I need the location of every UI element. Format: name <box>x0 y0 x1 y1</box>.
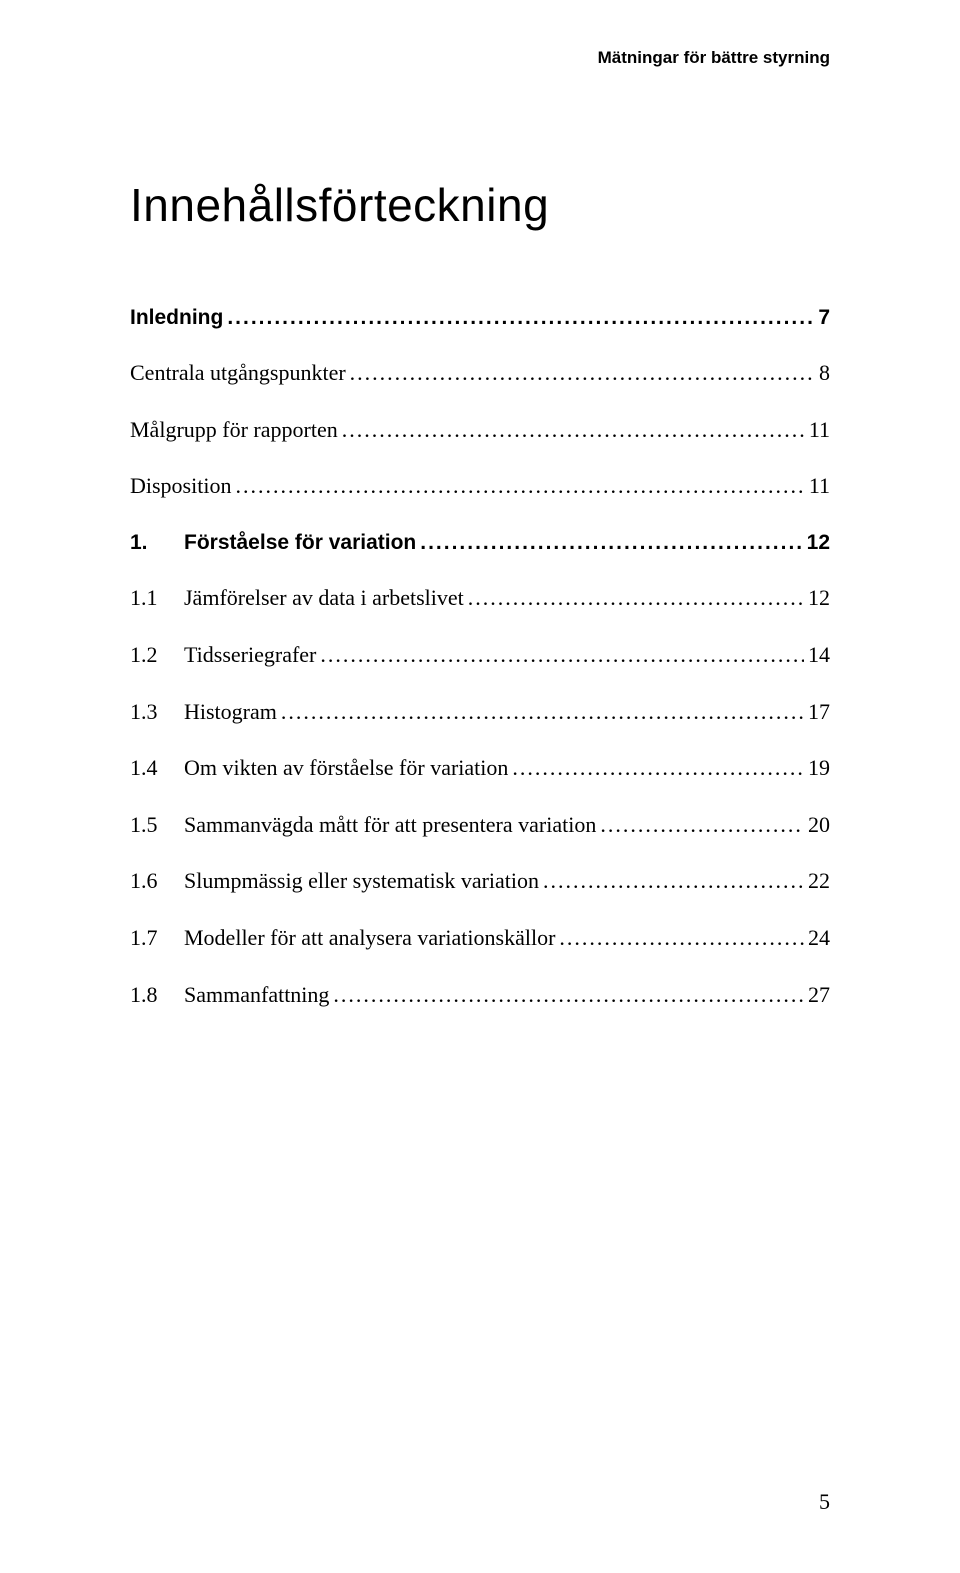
toc-entry: 1.3Histogram 17 <box>130 698 830 727</box>
toc-entry-page: 19 <box>808 754 830 783</box>
toc-entry-number: 1.5 <box>130 811 184 840</box>
toc-entry-number: 1.2 <box>130 641 184 670</box>
toc-entry-label: Histogram <box>184 698 277 727</box>
toc-entry-number: 1.7 <box>130 924 184 953</box>
toc-entry-number: 1.4 <box>130 754 184 783</box>
toc-entry: Disposition 11 <box>130 472 830 501</box>
toc-entry-page: 8 <box>819 359 830 388</box>
page-number: 5 <box>819 1489 830 1515</box>
toc-leader-dots <box>420 529 802 556</box>
toc-leader-dots <box>559 924 804 953</box>
toc-entry-label: Slumpmässig eller systematisk variation <box>184 867 539 896</box>
toc-leader-dots <box>350 359 815 388</box>
toc-entry-number: 1.3 <box>130 698 184 727</box>
toc-entry-page: 17 <box>808 698 830 727</box>
toc-leader-dots <box>227 304 814 331</box>
toc-entry-label: Tidsseriegrafer <box>184 641 316 670</box>
toc-entry: 1.6Slumpmässig eller systematisk variati… <box>130 867 830 896</box>
toc-entry-label: Målgrupp för rapporten <box>130 416 338 445</box>
toc-entry-page: 12 <box>808 584 830 613</box>
toc-entry-number: 1.6 <box>130 867 184 896</box>
table-of-contents: Inledning 7 Centrala utgångspunkter 8 Målgru… <box>130 304 830 1009</box>
toc-entry-page: 7 <box>818 304 830 331</box>
toc-entry: Inledning 7 <box>130 304 830 331</box>
toc-leader-dots <box>235 472 804 501</box>
toc-entry-page: 14 <box>808 641 830 670</box>
toc-leader-dots <box>281 698 804 727</box>
toc-entry: Målgrupp för rapporten 11 <box>130 416 830 445</box>
toc-entry-label: Sammanfattning <box>184 981 329 1010</box>
toc-entry-page: 11 <box>809 472 830 501</box>
toc-entry-number: 1.1 <box>130 584 184 613</box>
toc-entry-label: Disposition <box>130 472 231 501</box>
toc-entry-label: Om vikten av förståelse för variation <box>184 754 508 783</box>
toc-entry: 1.8Sammanfattning 27 <box>130 981 830 1010</box>
toc-leader-dots <box>468 584 804 613</box>
toc-entry-label: Centrala utgångspunkter <box>130 359 346 388</box>
toc-entry-page: 12 <box>807 529 830 556</box>
running-title: Mätningar för bättre styrning <box>598 48 830 68</box>
toc-entry-label: Modeller för att analysera variationskäl… <box>184 924 555 953</box>
page-title: Innehållsförteckning <box>130 178 830 232</box>
toc-entry-page: 22 <box>808 867 830 896</box>
toc-entry-number: 1. <box>130 529 184 556</box>
toc-entry-page: 20 <box>808 811 830 840</box>
toc-entry: 1.5Sammanvägda mått för att presentera v… <box>130 811 830 840</box>
toc-leader-dots <box>600 811 804 840</box>
toc-leader-dots <box>512 754 804 783</box>
toc-entry: 1.4Om vikten av förståelse för variation… <box>130 754 830 783</box>
toc-entry-page: 27 <box>808 981 830 1010</box>
toc-entry-page: 11 <box>809 416 830 445</box>
toc-entry: 1.1Jämförelser av data i arbetslivet 12 <box>130 584 830 613</box>
toc-entry: 1.2Tidsseriegrafer 14 <box>130 641 830 670</box>
toc-leader-dots <box>342 416 805 445</box>
toc-entry-label: Jämförelser av data i arbetslivet <box>184 584 464 613</box>
toc-entry-number: 1.8 <box>130 981 184 1010</box>
toc-leader-dots <box>543 867 804 896</box>
toc-entry-label: Inledning <box>130 304 223 331</box>
content-area: Innehållsförteckning Inledning 7 Centrala … <box>130 178 830 1037</box>
toc-entry-label: Förståelse för variation <box>184 529 416 556</box>
toc-leader-dots <box>320 641 804 670</box>
toc-entry-page: 24 <box>808 924 830 953</box>
toc-entry: 1.7Modeller för att analysera variations… <box>130 924 830 953</box>
toc-entry: Centrala utgångspunkter 8 <box>130 359 830 388</box>
toc-entry: 1.Förståelse för variation 12 <box>130 529 830 556</box>
toc-entry-label: Sammanvägda mått för att presentera vari… <box>184 811 596 840</box>
toc-leader-dots <box>333 981 804 1010</box>
